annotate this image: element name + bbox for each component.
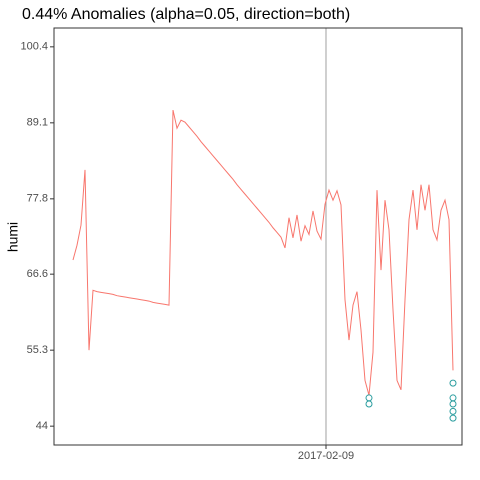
- y-tick-label: 44: [36, 420, 48, 432]
- panel-border: [53, 27, 463, 446]
- y-tick-label: 89.1: [27, 117, 48, 129]
- chart-title: 0.44% Anomalies (alpha=0.05, direction=b…: [22, 6, 350, 23]
- anomaly-point: [449, 407, 457, 415]
- x-tick-label: 2017-02-09: [298, 450, 354, 462]
- y-tick-label: 66.6: [27, 268, 48, 280]
- y-tick-label: 55.3: [27, 344, 48, 356]
- anomaly-point: [449, 400, 457, 408]
- y-tick-label: 77.8: [27, 193, 48, 205]
- data-line: [72, 109, 454, 396]
- y-axis-label: humi: [5, 222, 21, 252]
- y-tick-label: 100.4: [20, 41, 48, 53]
- anomaly-point: [449, 379, 457, 387]
- anomaly-point: [365, 400, 373, 408]
- anomaly-point: [449, 414, 457, 422]
